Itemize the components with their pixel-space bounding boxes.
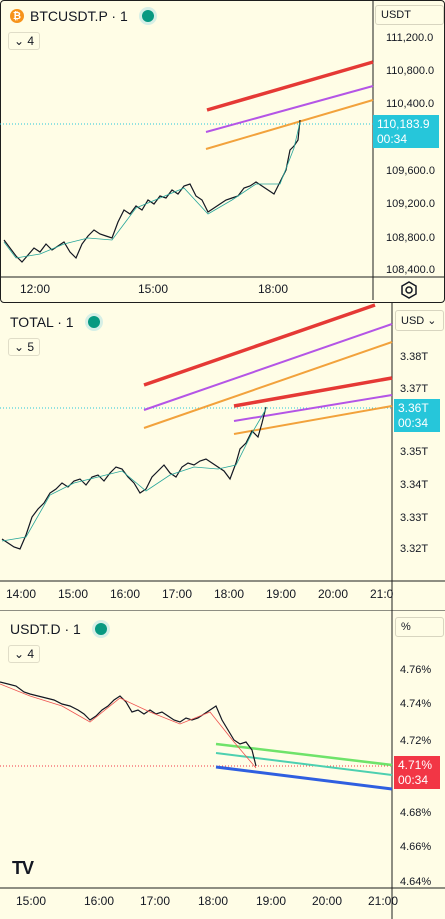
usdtd-symbol-title[interactable]: USDT.D · 1 — [10, 621, 81, 637]
usdtd-price: 4.71% — [398, 757, 433, 772]
usdtd-price-badge: 4.71% 00:34 — [394, 756, 440, 789]
total-indicator-toggle[interactable]: ⌄ 5 — [8, 338, 41, 356]
btc-xtick: 18:00 — [258, 282, 289, 296]
usdtd-xtick: 16:00 — [84, 894, 115, 908]
btc-pane[interactable]: ₿ BTCUSDT.P · 1 ⌄ 4 USDT 111,200.0 110,8… — [0, 0, 445, 303]
total-purple-trendline-lower — [233, 394, 393, 422]
btc-red-trendline — [206, 60, 374, 112]
usdtd-countdown: 00:34 — [398, 772, 429, 787]
btc-ytick: 109,200.0 — [386, 198, 435, 210]
total-ytick: 3.37T — [400, 383, 429, 395]
total-price-candles — [1, 406, 267, 550]
usdtd-ytick: 4.74% — [400, 698, 432, 710]
btc-ytick: 110,400.0 — [386, 98, 435, 110]
btc-indicator-count: 4 — [27, 34, 35, 48]
total-price: 3.36T — [398, 400, 429, 415]
total-price-badge: 3.36T 00:34 — [394, 399, 440, 432]
status-dot-icon — [87, 316, 100, 328]
usdtd-ytick: 4.72% — [400, 735, 432, 747]
btc-ytick: 108,400.0 — [386, 264, 435, 276]
usdtd-xtick: 18:00 — [198, 894, 229, 908]
btc-countdown: 00:34 — [377, 131, 408, 146]
total-ytick: 3.34T — [400, 479, 429, 491]
btc-orange-trendline — [205, 99, 374, 150]
usdtd-ytick: 4.66% — [400, 841, 432, 853]
btc-ytick: 110,800.0 — [386, 65, 435, 77]
btc-ytick: 108,800.0 — [386, 232, 435, 244]
btc-xtick: 12:00 — [20, 282, 51, 296]
usdtd-xtick: 19:00 — [256, 894, 287, 908]
usdtd-pane[interactable]: USDT.D · 1 ⌄ 4 % 4.76% 4.74% 4.72% 4.68%… — [0, 610, 445, 919]
usdtd-currency-select[interactable]: % — [395, 617, 444, 637]
total-red-trendline-upper — [143, 303, 376, 387]
usdtd-ytick: 4.68% — [400, 807, 432, 819]
total-xtick: 20:00 — [318, 587, 349, 601]
total-red-trendline-lower — [233, 376, 393, 408]
usdtd-indicator-count: 4 — [27, 647, 35, 661]
total-ytick: 3.38T — [400, 351, 429, 363]
gear-icon[interactable] — [399, 280, 419, 300]
usdtd-indicator-toggle[interactable]: ⌄ 4 — [8, 645, 41, 663]
btc-xtick: 15:00 — [138, 282, 169, 296]
btc-price-badge: 110,183.9 00:34 — [373, 115, 439, 148]
btc-currency-label: USDT — [381, 9, 411, 21]
total-orange-trendline-lower — [233, 405, 393, 435]
btc-ytick: 109,600.0 — [386, 165, 435, 177]
usdtd-blue-trendline — [215, 765, 393, 791]
total-xtick: 16:00 — [110, 587, 141, 601]
btc-price-candles — [3, 119, 301, 263]
total-symbol-title[interactable]: TOTAL · 1 — [10, 314, 74, 330]
usdtd-xtick: 21:00 — [368, 894, 399, 908]
btc-price: 110,183.9 — [377, 116, 430, 131]
total-xtick: 17:00 — [162, 587, 193, 601]
total-xtick: 14:00 — [6, 587, 37, 601]
btc-indicator-toggle[interactable]: ⌄ 4 — [8, 32, 41, 50]
total-ytick: 3.32T — [400, 543, 429, 555]
total-ytick: 3.33T — [400, 512, 429, 524]
status-dot-icon — [94, 623, 107, 635]
usdtd-chart-canvas[interactable] — [0, 610, 445, 919]
total-xtick: 21:0 — [370, 587, 394, 601]
tradingview-logo[interactable]: TV — [12, 858, 34, 878]
btc-chart-canvas[interactable] — [0, 0, 445, 303]
usdtd-ytick: 4.76% — [400, 664, 432, 676]
usdtd-xtick: 20:00 — [312, 894, 343, 908]
total-ytick: 3.35T — [400, 446, 429, 458]
btc-symbol-title[interactable]: BTCUSDT.P · 1 — [30, 8, 128, 24]
usdtd-xtick: 17:00 — [140, 894, 171, 908]
total-countdown: 00:34 — [398, 415, 429, 430]
usdtd-teal-trendline — [215, 752, 393, 776]
btc-ytick: 111,200.0 — [386, 32, 434, 44]
total-currency-select[interactable]: USD ⌄ — [395, 310, 444, 331]
usdtd-green-trendline — [215, 742, 393, 767]
btc-currency-select[interactable]: USDT — [375, 5, 444, 25]
total-purple-trendline-upper — [143, 323, 393, 411]
usdtd-xtick: 15:00 — [16, 894, 47, 908]
total-currency-label: USD — [401, 315, 425, 327]
total-chart-canvas[interactable] — [0, 303, 445, 610]
total-indicator-count: 5 — [27, 340, 35, 354]
btc-purple-trendline — [205, 85, 374, 133]
total-orange-trendline-upper — [143, 341, 393, 429]
total-xtick: 18:00 — [214, 587, 245, 601]
usdtd-ytick: 4.64% — [400, 876, 432, 888]
status-dot-icon — [141, 10, 154, 22]
total-xtick: 19:00 — [266, 587, 297, 601]
usdtd-price-candles — [0, 681, 257, 767]
bitcoin-icon: ₿ — [10, 9, 24, 23]
total-xtick: 15:00 — [58, 587, 89, 601]
total-pane[interactable]: TOTAL · 1 ⌄ 5 USD ⌄ 3.38T 3.37T 3.35T 3.… — [0, 303, 445, 610]
usdtd-currency-label: % — [401, 621, 411, 633]
